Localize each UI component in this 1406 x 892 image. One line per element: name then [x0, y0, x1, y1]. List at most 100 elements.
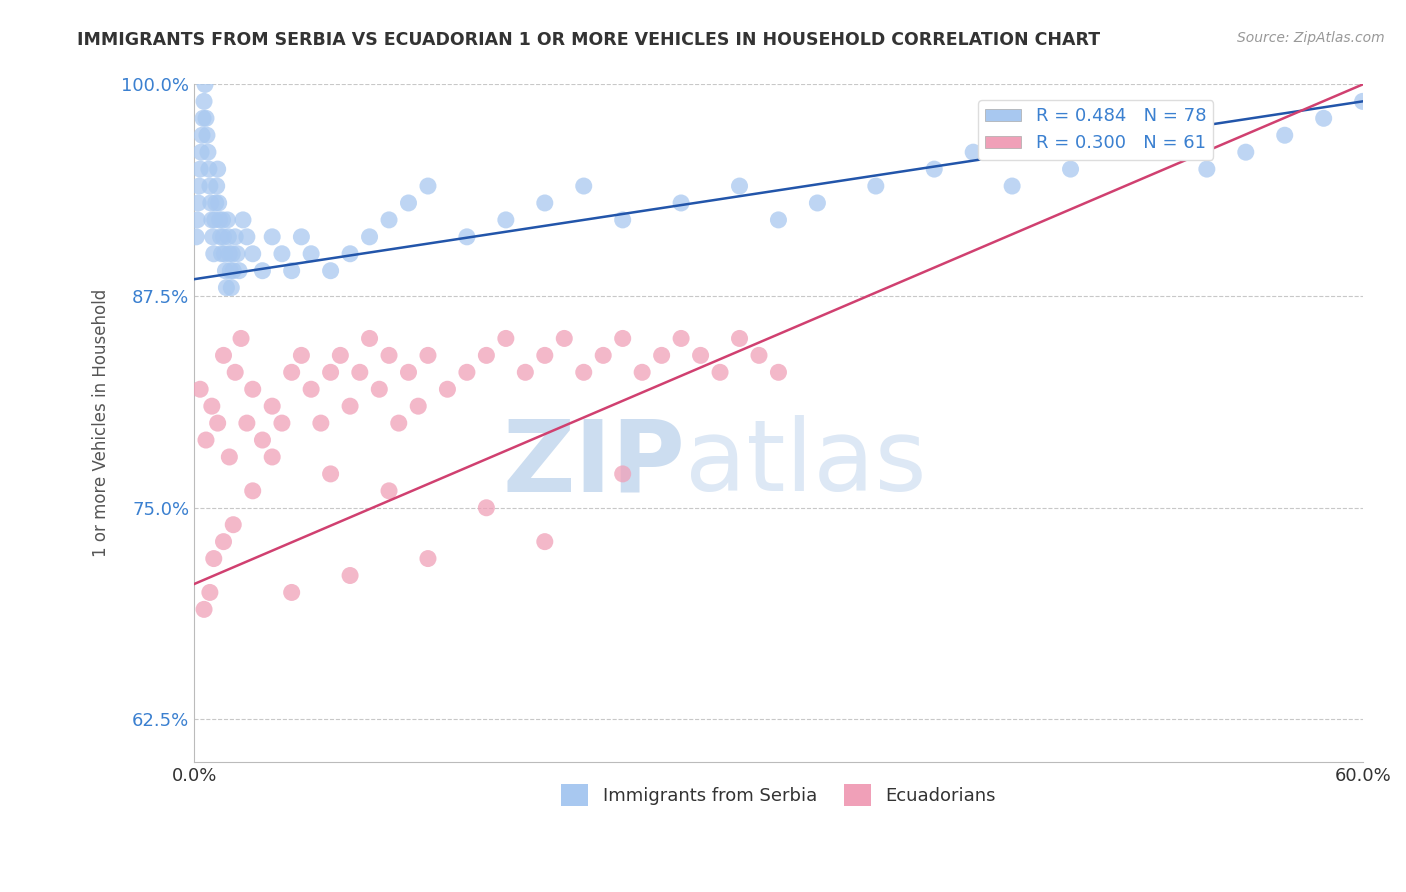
Point: [669, 331, 692, 345]
Point: [252, 263, 274, 277]
Point: [1157, 128, 1180, 143]
Point: [218, 450, 240, 464]
Point: [229, 331, 252, 345]
Point: [533, 348, 555, 362]
Point: [299, 382, 322, 396]
Point: [1312, 112, 1334, 126]
Point: [242, 382, 264, 396]
Point: [592, 348, 614, 362]
Point: [398, 365, 420, 379]
Point: [388, 416, 411, 430]
Point: [612, 467, 634, 481]
Point: [709, 365, 731, 379]
Point: [319, 467, 342, 481]
Point: [651, 348, 673, 362]
Text: ZIP: ZIP: [502, 416, 685, 512]
Point: [689, 348, 711, 362]
Point: [195, 433, 218, 447]
Point: [271, 246, 294, 260]
Point: [188, 382, 211, 396]
Point: [406, 399, 429, 413]
Point: [572, 365, 595, 379]
Point: [612, 213, 634, 227]
Point: [219, 263, 242, 277]
Point: [262, 450, 284, 464]
Point: [612, 331, 634, 345]
Point: [195, 112, 218, 126]
Point: [205, 179, 228, 194]
Point: [398, 196, 420, 211]
Point: [236, 416, 259, 430]
Point: [191, 128, 214, 143]
Text: Source: ZipAtlas.com: Source: ZipAtlas.com: [1237, 31, 1385, 45]
Point: [242, 483, 264, 498]
Point: [252, 433, 274, 447]
Point: [218, 246, 240, 260]
Point: [195, 128, 218, 143]
Point: [962, 145, 984, 160]
Point: [242, 246, 264, 260]
Point: [922, 162, 945, 177]
Point: [416, 348, 439, 362]
Point: [416, 551, 439, 566]
Point: [359, 331, 381, 345]
Y-axis label: 1 or more Vehicles in Household: 1 or more Vehicles in Household: [93, 289, 110, 558]
Point: [224, 365, 246, 379]
Point: [572, 179, 595, 194]
Point: [299, 246, 322, 260]
Point: [271, 416, 294, 430]
Point: [475, 348, 498, 362]
Point: [1274, 128, 1296, 143]
Point: [212, 534, 235, 549]
Point: [217, 213, 239, 227]
Point: [191, 112, 214, 126]
Legend: Immigrants from Serbia, Ecuadorians: Immigrants from Serbia, Ecuadorians: [554, 777, 1002, 814]
Point: [197, 145, 219, 160]
Point: [290, 348, 312, 362]
Point: [495, 213, 517, 227]
Point: [226, 246, 249, 260]
Point: [211, 246, 233, 260]
Point: [533, 534, 555, 549]
Point: [1234, 145, 1257, 160]
Point: [194, 78, 217, 92]
Point: [212, 230, 235, 244]
Point: [186, 213, 208, 227]
Point: [436, 382, 458, 396]
Point: [319, 263, 342, 277]
Point: [198, 585, 221, 599]
Point: [416, 179, 439, 194]
Point: [224, 230, 246, 244]
Point: [553, 331, 575, 345]
Point: [201, 399, 224, 413]
Point: [669, 196, 692, 211]
Point: [221, 280, 243, 294]
Point: [280, 263, 302, 277]
Text: IMMIGRANTS FROM SERBIA VS ECUADORIAN 1 OR MORE VEHICLES IN HOUSEHOLD CORRELATION: IMMIGRANTS FROM SERBIA VS ECUADORIAN 1 O…: [77, 31, 1101, 49]
Point: [204, 213, 226, 227]
Point: [378, 348, 401, 362]
Point: [475, 500, 498, 515]
Point: [187, 196, 209, 211]
Point: [1001, 179, 1024, 194]
Point: [221, 246, 243, 260]
Text: atlas: atlas: [685, 416, 927, 512]
Point: [319, 365, 342, 379]
Point: [207, 162, 229, 177]
Point: [748, 348, 770, 362]
Point: [533, 196, 555, 211]
Point: [290, 230, 312, 244]
Point: [211, 213, 233, 227]
Point: [280, 365, 302, 379]
Point: [215, 280, 238, 294]
Point: [1059, 162, 1081, 177]
Point: [193, 95, 215, 109]
Point: [208, 196, 231, 211]
Point: [339, 399, 361, 413]
Point: [262, 230, 284, 244]
Point: [631, 365, 654, 379]
Point: [339, 568, 361, 582]
Point: [1195, 162, 1218, 177]
Point: [201, 230, 224, 244]
Point: [212, 348, 235, 362]
